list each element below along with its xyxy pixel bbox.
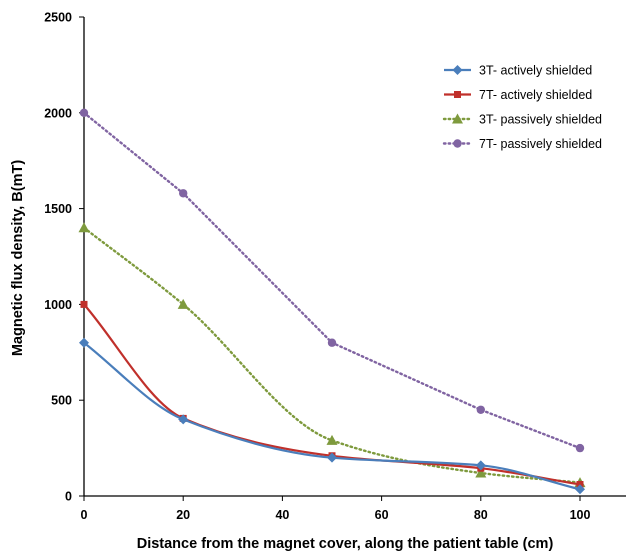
x-axis-title: Distance from the magnet cover, along th… xyxy=(137,536,554,552)
x-tick-label: 80 xyxy=(474,508,488,522)
x-tick-label: 40 xyxy=(275,508,289,522)
legend-label: 7T- actively shielded xyxy=(479,88,592,102)
data-point xyxy=(575,443,585,453)
data-point xyxy=(177,298,189,309)
series-3 xyxy=(78,222,586,488)
y-tick-label: 1500 xyxy=(44,202,72,216)
legend-label: 7T- passively shielded xyxy=(479,137,602,151)
data-point xyxy=(476,405,485,414)
legend: 3T- actively shielded 7T- actively shield… xyxy=(442,64,602,151)
y-axis-title: Magnetic flux density, B(mT) xyxy=(10,160,26,356)
legend-item: 7T- passively shielded xyxy=(442,137,602,151)
legend-marker xyxy=(452,113,463,124)
data-point xyxy=(78,222,90,233)
x-tick-label: 20 xyxy=(176,508,190,522)
x-tick-label: 0 xyxy=(81,508,88,522)
legend-label: 3T- passively shielded xyxy=(479,113,602,127)
x-tick-label: 100 xyxy=(570,508,591,522)
data-point xyxy=(178,414,189,425)
data-point xyxy=(326,434,338,445)
y-tick-label: 2500 xyxy=(44,11,72,25)
data-point xyxy=(79,337,89,348)
series-line xyxy=(82,226,582,484)
series-1 xyxy=(79,337,585,495)
series-4 xyxy=(79,108,585,453)
data-point xyxy=(327,338,337,347)
y-tick-label: 500 xyxy=(51,394,72,408)
y-tick-label: 0 xyxy=(65,490,72,504)
data-point xyxy=(79,108,89,118)
x-tick-label: 60 xyxy=(375,508,389,522)
legend-item: 7T- actively shielded xyxy=(444,88,592,102)
legend-label: 3T- actively shielded xyxy=(479,64,592,78)
data-point xyxy=(475,460,486,471)
axes xyxy=(79,16,626,501)
y-tick-label: 2000 xyxy=(44,106,72,120)
legend-item: 3T- passively shielded xyxy=(442,113,602,127)
series-line xyxy=(82,111,582,450)
data-point xyxy=(80,300,88,308)
legend-marker xyxy=(454,91,461,98)
data-point xyxy=(475,467,487,478)
data-point xyxy=(575,484,585,495)
data-point xyxy=(327,452,337,463)
y-tick-label: 1000 xyxy=(44,298,72,312)
tick-labels: 0 500 1000 1500 2000 2500 0 20 40 60 80 100 xyxy=(44,11,590,523)
series-layer xyxy=(78,108,586,495)
data-point xyxy=(179,189,188,198)
legend-marker xyxy=(453,139,462,148)
legend-item: 3T- actively shielded xyxy=(444,64,592,78)
legend-marker xyxy=(452,65,463,75)
series-line xyxy=(83,341,581,491)
